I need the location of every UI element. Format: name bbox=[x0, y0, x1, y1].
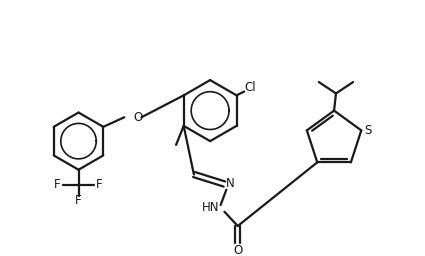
Text: F: F bbox=[54, 178, 61, 191]
Text: O: O bbox=[233, 244, 242, 256]
Text: HN: HN bbox=[202, 201, 220, 214]
Text: O: O bbox=[133, 111, 142, 124]
Text: S: S bbox=[364, 124, 371, 137]
Text: F: F bbox=[96, 178, 103, 191]
Text: N: N bbox=[226, 177, 235, 190]
Text: Cl: Cl bbox=[244, 81, 256, 94]
Text: F: F bbox=[75, 194, 82, 207]
